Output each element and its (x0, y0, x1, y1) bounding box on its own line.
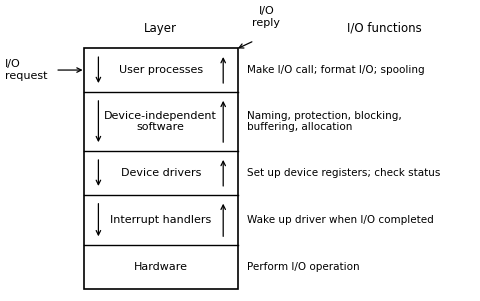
Text: Perform I/O operation: Perform I/O operation (247, 262, 360, 272)
Bar (84, 48, 238, 289)
Text: Interrupt handlers: Interrupt handlers (110, 215, 211, 225)
Text: I/O
request: I/O request (5, 59, 48, 81)
Text: Wake up driver when I/O completed: Wake up driver when I/O completed (247, 215, 434, 225)
Text: Set up device registers; check status: Set up device registers; check status (247, 168, 441, 178)
Text: Naming, protection, blocking,
buffering, allocation: Naming, protection, blocking, buffering,… (247, 111, 402, 132)
Text: Hardware: Hardware (134, 262, 188, 272)
Text: User processes: User processes (119, 65, 203, 75)
Text: I/O functions: I/O functions (347, 22, 421, 35)
Text: Make I/O call; format I/O; spooling: Make I/O call; format I/O; spooling (247, 65, 425, 75)
Text: I/O
reply: I/O reply (252, 6, 280, 28)
Text: Device-independent
software: Device-independent software (104, 111, 217, 132)
Text: Device drivers: Device drivers (120, 168, 201, 178)
Text: Layer: Layer (144, 22, 177, 35)
